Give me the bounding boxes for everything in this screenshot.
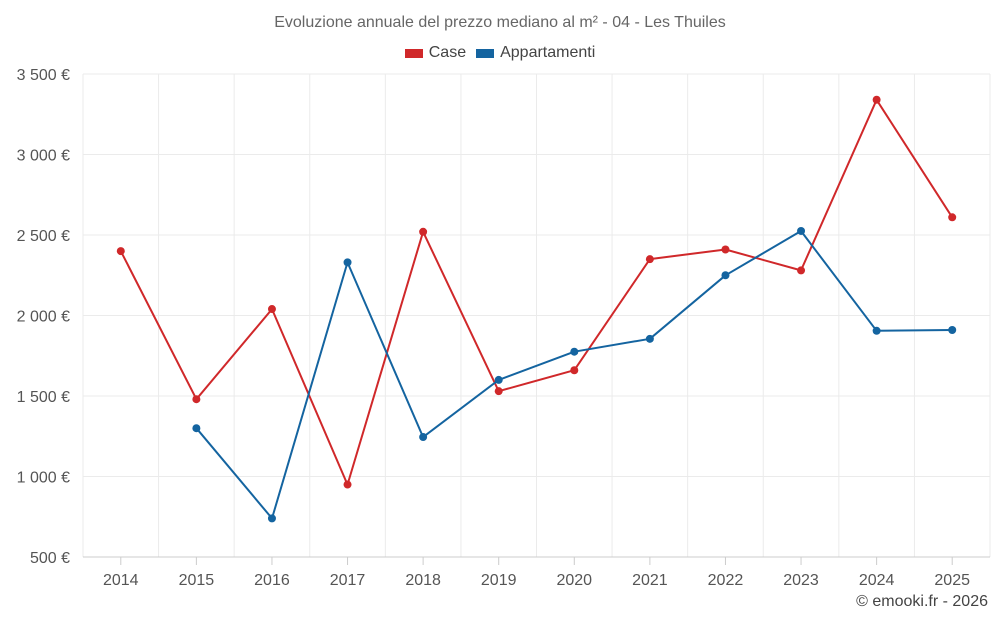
x-tick-label: 2019	[481, 572, 517, 589]
data-point-appartamenti[interactable]	[872, 326, 881, 335]
credit-text: © emooki.fr - 2026	[856, 593, 988, 610]
legend-swatch-case	[404, 48, 423, 58]
x-tick-label: 2017	[330, 572, 366, 589]
data-point-case[interactable]	[872, 95, 881, 104]
legend-item-case[interactable]: Case	[404, 44, 467, 62]
data-point-case[interactable]	[116, 247, 125, 256]
data-point-appartamenti[interactable]	[419, 433, 428, 442]
data-point-case[interactable]	[419, 227, 428, 236]
x-tick-label: 2025	[934, 572, 970, 589]
legend-label-appartamenti: Appartamenti	[500, 44, 596, 61]
data-point-appartamenti[interactable]	[494, 375, 503, 384]
data-point-appartamenti[interactable]	[797, 226, 806, 235]
data-point-appartamenti[interactable]	[267, 514, 276, 523]
series-line-case	[119, 98, 954, 486]
x-tick-label: 2023	[783, 572, 819, 589]
y-tick-label: 1 000 €	[17, 470, 70, 487]
y-tick-label: 500 €	[30, 550, 70, 567]
y-tick-label: 2 000 €	[17, 309, 70, 326]
legend-label-case: Case	[428, 44, 467, 61]
chart-title: Evoluzione annuale del prezzo mediano al…	[274, 14, 726, 31]
y-tick-label: 3 500 €	[17, 67, 70, 84]
data-point-case[interactable]	[494, 387, 503, 396]
data-point-case[interactable]	[797, 266, 806, 275]
legend-item-appartamenti[interactable]: Appartamenti	[476, 44, 595, 62]
y-tick-label: 3 000 €	[17, 148, 70, 165]
data-point-case[interactable]	[343, 480, 352, 489]
x-tick-label: 2015	[179, 572, 215, 589]
legend: Case Appartamenti	[0, 44, 1000, 62]
y-tick-label: 1 500 €	[17, 389, 70, 406]
data-point-case[interactable]	[267, 305, 276, 314]
data-point-appartamenti[interactable]	[343, 258, 352, 267]
x-tick-label: 2021	[632, 572, 668, 589]
x-tick-label: 2018	[405, 572, 441, 589]
data-point-case[interactable]	[721, 245, 730, 254]
x-tick-label: 2022	[708, 572, 744, 589]
x-tick-label: 2020	[556, 572, 592, 589]
data-point-case[interactable]	[570, 366, 579, 375]
data-point-appartamenti[interactable]	[721, 271, 730, 280]
data-point-case[interactable]	[645, 255, 654, 264]
y-tick-label: 2 500 €	[17, 228, 70, 245]
legend-swatch-appartamenti	[476, 48, 495, 58]
data-point-appartamenti[interactable]	[948, 325, 957, 334]
x-tick-label: 2016	[254, 572, 290, 589]
x-tick-label: 2024	[859, 572, 895, 589]
data-point-case[interactable]	[948, 213, 957, 222]
data-point-case[interactable]	[192, 395, 201, 404]
data-point-appartamenti[interactable]	[645, 334, 654, 343]
data-point-appartamenti[interactable]	[570, 347, 579, 356]
x-tick-label: 2014	[103, 572, 139, 589]
data-point-appartamenti[interactable]	[192, 424, 201, 433]
